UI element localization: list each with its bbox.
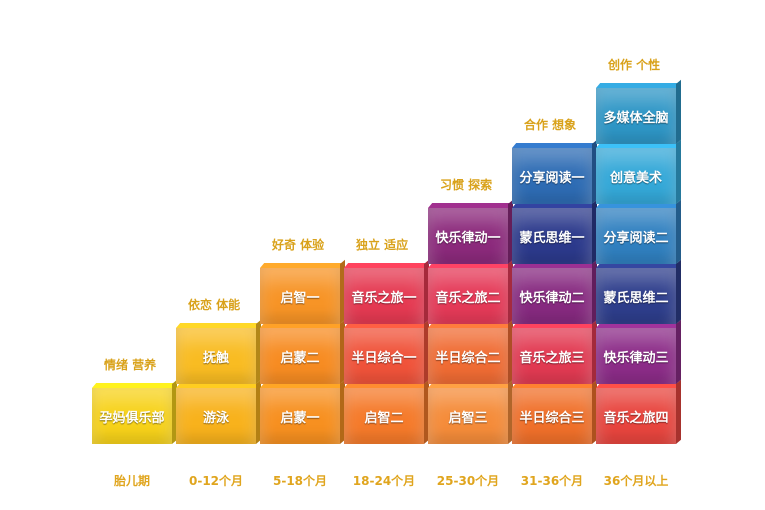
block-side-face [676,79,681,144]
course-block-label: 音乐之旅一 [344,268,424,324]
course-block-label: 启蒙一 [260,388,340,444]
course-block: 蒙氏思维二 [596,259,681,328]
course-block: 启智三 [428,379,513,448]
age-label: 胎儿期 [113,474,150,488]
age-label: 36个月以上 [603,474,669,488]
course-block-label: 快乐律动二 [512,268,592,324]
course-block-label: 创意美术 [596,148,676,204]
course-block-label: 抚触 [176,328,256,384]
course-block-label: 启智一 [260,268,340,324]
age-label: 18-24个月 [352,474,416,488]
block-side-face [676,379,681,444]
course-block: 半日综合一 [344,319,429,388]
course-block: 启蒙二 [260,319,345,388]
course-block-label: 蒙氏思维一 [512,208,592,264]
course-block: 快乐律动二 [512,259,597,328]
stage-label: 依恋 体能 [188,298,241,312]
course-block-label: 游泳 [176,388,256,444]
stage-label: 习惯 探索 [440,178,493,192]
course-block-label: 半日综合二 [428,328,508,384]
course-block: 启蒙一 [260,379,345,448]
course-block: 快乐律动三 [596,319,681,388]
block-side-face [676,139,681,204]
course-block-label: 快乐律动一 [428,208,508,264]
course-block: 孕妈俱乐部 [92,379,177,448]
course-block: 分享阅读二 [596,199,681,268]
stage-label: 好奇 体验 [272,238,325,252]
course-block: 蒙氏思维一 [512,199,597,268]
course-block-label: 音乐之旅二 [428,268,508,324]
course-block: 启智二 [344,379,429,448]
age-label: 25-30个月 [436,474,500,488]
age-label: 5-18个月 [272,474,328,488]
course-block-label: 启蒙二 [260,328,340,384]
course-block: 半日综合三 [512,379,597,448]
age-label: 0-12个月 [188,474,244,488]
course-block-label: 多媒体全脑 [596,88,676,144]
course-block-label: 半日综合一 [344,328,424,384]
course-block-label: 分享阅读一 [512,148,592,204]
course-block: 音乐之旅二 [428,259,513,328]
course-block: 创意美术 [596,139,681,208]
course-block: 游泳 [176,379,261,448]
course-block: 启智一 [260,259,345,328]
stage-label: 创作 个性 [608,58,661,72]
block-side-face [676,199,681,264]
course-block: 音乐之旅四 [596,379,681,448]
course-block-label: 音乐之旅三 [512,328,592,384]
course-block: 抚触 [176,319,261,388]
course-block-label: 孕妈俱乐部 [92,388,172,444]
course-block-label: 启智三 [428,388,508,444]
course-block: 音乐之旅一 [344,259,429,328]
course-block: 音乐之旅三 [512,319,597,388]
course-block-label: 启智二 [344,388,424,444]
block-side-face [676,319,681,384]
course-block-label: 半日综合三 [512,388,592,444]
course-block: 多媒体全脑 [596,79,681,148]
course-block-label: 快乐律动三 [596,328,676,384]
age-label: 31-36个月 [520,474,584,488]
course-block: 分享阅读一 [512,139,597,208]
stage-label: 合作 想象 [524,118,577,132]
course-block-label: 蒙氏思维二 [596,268,676,324]
course-block: 快乐律动一 [428,199,513,268]
course-block-label: 音乐之旅四 [596,388,676,444]
stage-label: 情绪 营养 [104,358,157,372]
course-block: 半日综合二 [428,319,513,388]
course-block-label: 分享阅读二 [596,208,676,264]
stage-label: 独立 适应 [356,238,409,252]
block-side-face [676,259,681,324]
